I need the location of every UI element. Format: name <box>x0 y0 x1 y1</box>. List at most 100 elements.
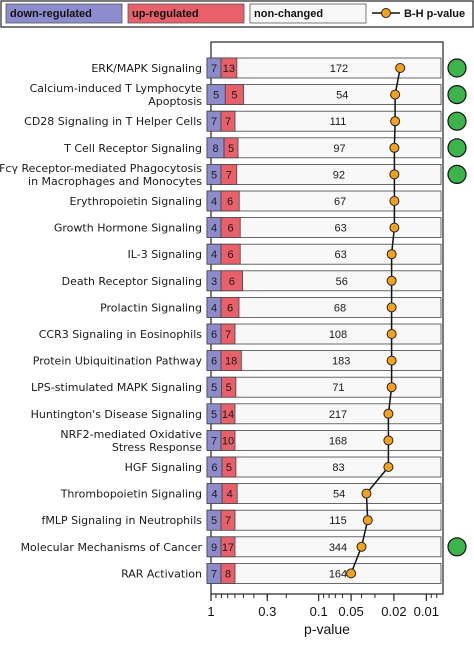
bar-unchanged <box>206 456 442 478</box>
pathway-row: CCR3 Signaling in Eosinophils 6 7 108 <box>39 323 442 345</box>
count-down: 7 <box>211 435 217 447</box>
count-down: 7 <box>211 63 217 75</box>
x-tick-label: 1 <box>207 604 214 619</box>
significance-flag <box>447 58 467 78</box>
count-down: 6 <box>211 356 217 368</box>
legend-marker <box>381 8 391 18</box>
bar-unchanged <box>206 536 442 558</box>
bar-up <box>220 323 236 345</box>
pathway-row: CD28 Signaling in T Helper Cells 7 7 111 <box>24 110 467 132</box>
bar-up <box>220 403 236 425</box>
count-down: 7 <box>211 116 217 128</box>
pathway-label: IL-3 Signaling <box>128 248 202 261</box>
bh-pvalue-point <box>386 275 397 286</box>
pathway-label: Calcium-induced T Lymphocyte <box>30 82 203 95</box>
bar-up <box>224 84 244 105</box>
x-tick-label: 0.05 <box>338 604 363 619</box>
count-down: 6 <box>211 462 217 474</box>
pathway-label: Stress Response <box>112 441 202 454</box>
bh-pvalue-point <box>395 63 406 73</box>
count-up: 6 <box>227 302 233 314</box>
count-up: 5 <box>226 382 232 394</box>
count-up: 7 <box>225 329 231 341</box>
count-unchanged: 68 <box>334 302 346 314</box>
bh-pvalue-point <box>389 142 400 153</box>
count-down: 6 <box>211 329 217 341</box>
bar-up <box>220 429 236 451</box>
pathway-row: IL-3 Signaling 4 6 63 <box>128 243 442 265</box>
pathway-row: Protein Ubiquitination Pathway 6 18 183 <box>33 350 442 372</box>
count-unchanged: 108 <box>329 329 347 341</box>
bar-unchanged <box>206 483 442 505</box>
pathway-row: Molecular Mechanisms of Cancer 9 17 344 <box>21 536 467 558</box>
bar-unchanged <box>206 110 442 132</box>
x-tick-label: 0.3 <box>258 604 276 619</box>
legend-label-1: up-regulated <box>132 8 199 20</box>
pathway-label: Erythropoietin Signaling <box>70 195 202 208</box>
bar-unchanged <box>206 57 442 79</box>
pathway-label: LPS-stimulated MAPK Signaling <box>31 381 202 394</box>
count-unchanged: 111 <box>330 116 347 128</box>
bar-up <box>221 456 237 478</box>
bh-pvalue-point <box>386 329 397 339</box>
bh-pvalue-point <box>390 89 401 100</box>
pathway-label: Prolactin Signaling <box>100 301 202 314</box>
bh-pvalue-point <box>389 196 400 206</box>
pathway-row: Death Receptor Signaling 3 6 56 <box>62 270 442 292</box>
bh-pvalue-point <box>386 302 397 313</box>
bar-unchanged <box>206 217 442 239</box>
count-up: 5 <box>228 143 234 155</box>
bh-pvalue-point <box>361 488 372 499</box>
significance-flag <box>447 164 467 184</box>
legend-label-2: non-changed <box>254 8 323 20</box>
bar-unchanged <box>206 563 442 584</box>
bar-unchanged <box>206 243 442 265</box>
count-up: 6 <box>228 249 234 261</box>
plot-frame <box>210 41 444 595</box>
bar-up <box>220 509 236 531</box>
x-axis: 1 0.3 0.1 0.05 0.02 0.01 p-value <box>207 594 439 637</box>
pathway-label: in Macrophages and Monocytes <box>28 175 202 188</box>
bh-pvalue-point <box>386 355 397 366</box>
count-unchanged: 217 <box>329 409 347 421</box>
count-down: 4 <box>211 302 217 314</box>
count-unchanged: 172 <box>330 63 348 75</box>
count-unchanged: 63 <box>334 249 346 261</box>
bar-unchanged <box>206 509 442 531</box>
pathway-row: LPS-stimulated MAPK Signaling 5 5 71 <box>31 376 442 398</box>
pathway-label: Fcγ Receptor-mediated Phagocytosis <box>0 162 202 175</box>
count-down: 5 <box>211 382 217 394</box>
bh-pvalue-point <box>346 568 357 579</box>
pathway-row: RAR Activation 7 8 164 <box>121 563 442 584</box>
pathway-label: CCR3 Signaling in Eosinophils <box>39 328 203 341</box>
bar-up <box>220 563 236 584</box>
count-down: 9 <box>211 542 217 554</box>
bar-unchanged <box>206 376 442 398</box>
count-down: 7 <box>211 568 217 580</box>
pathway-row: Growth Hormone Signaling 4 6 63 <box>54 217 442 239</box>
pathway-label: fMLP Signaling in Neutrophils <box>41 514 202 527</box>
count-up: 4 <box>227 489 233 501</box>
count-unchanged: 71 <box>332 382 344 394</box>
count-unchanged: 183 <box>332 356 350 368</box>
count-up: 7 <box>225 116 231 128</box>
bar-unchanged <box>206 190 442 212</box>
bar-up <box>220 110 236 132</box>
legend-swatch-1 <box>127 3 245 24</box>
count-up: 5 <box>226 462 232 474</box>
pathway-label: Death Receptor Signaling <box>62 275 202 288</box>
count-up: 10 <box>222 435 234 447</box>
count-up: 18 <box>225 356 237 368</box>
count-down: 5 <box>211 409 217 421</box>
bar-unchanged <box>206 137 442 159</box>
bar-unchanged <box>206 403 442 425</box>
legend-swatch-2 <box>249 3 367 24</box>
significance-flag <box>447 537 467 557</box>
pathway-row: T Cell Receptor Signaling 8 5 97 <box>63 137 467 159</box>
bh-pvalue-point <box>383 408 394 419</box>
bh-pvalue-point <box>362 515 373 526</box>
pathway-label: T Cell Receptor Signaling <box>63 142 202 155</box>
bar-up <box>220 296 240 318</box>
